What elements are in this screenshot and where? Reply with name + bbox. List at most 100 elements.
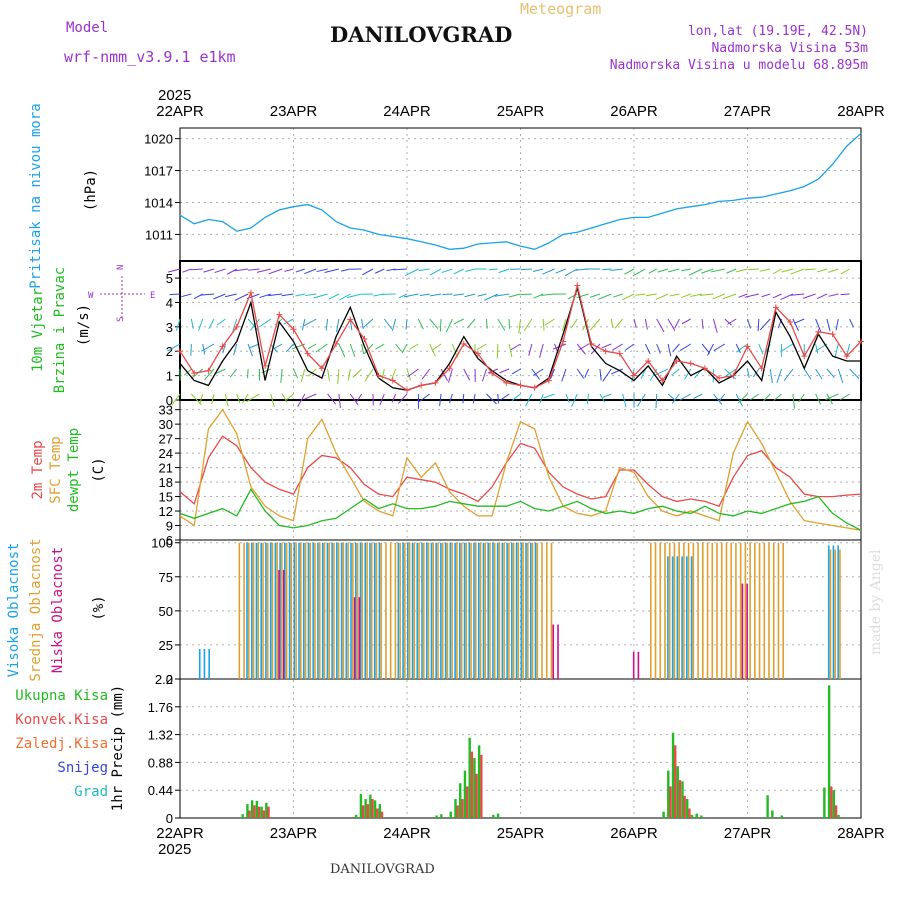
wind-arrow bbox=[713, 343, 726, 352]
total_precip-bar bbox=[435, 815, 438, 818]
wind-arrow bbox=[337, 368, 340, 384]
conv_precip-bar bbox=[267, 806, 270, 818]
wind-arrow bbox=[781, 268, 794, 273]
model-name: wrf-nmm_v3.9.1 e1km bbox=[64, 48, 236, 66]
cloud-bar bbox=[477, 542, 480, 679]
pressure-ylabel: Pritisak na nivou mora bbox=[28, 103, 44, 288]
temperature-tick-label: 30 bbox=[159, 417, 173, 432]
wind-arrow bbox=[781, 343, 794, 352]
wind-arrow bbox=[648, 268, 657, 274]
cloud-bar bbox=[208, 649, 210, 679]
wind-arrow bbox=[234, 293, 249, 301]
wind-arrow bbox=[776, 368, 783, 383]
cloud-bar bbox=[493, 542, 496, 679]
cloud-bar bbox=[659, 542, 662, 679]
cloud-bar bbox=[681, 556, 683, 679]
cloud-bar bbox=[408, 542, 411, 679]
cloud-bar bbox=[496, 542, 499, 679]
wind-arrow bbox=[453, 318, 464, 325]
cloud-bar bbox=[413, 542, 416, 679]
wind-gust-marker bbox=[815, 328, 822, 335]
wind-arrow bbox=[259, 293, 271, 299]
cloud-bar bbox=[525, 542, 527, 679]
wind-arrow bbox=[214, 368, 226, 375]
wind-gust-marker bbox=[744, 343, 751, 350]
time-tick-label-top: 24APR bbox=[383, 103, 431, 120]
wind-gust-marker bbox=[588, 340, 595, 347]
dewpt-line bbox=[179, 488, 862, 531]
wind-ylabel-1: 10m Vjetar bbox=[30, 288, 46, 372]
wind-arrow bbox=[510, 343, 521, 351]
compass-cross bbox=[100, 276, 145, 318]
cloud-bar bbox=[418, 542, 420, 679]
wind-arrow bbox=[792, 393, 796, 409]
wind-gust-marker bbox=[247, 289, 254, 296]
wind-arrow bbox=[576, 343, 586, 355]
wind-arrow bbox=[570, 318, 578, 329]
wind-gust-marker bbox=[503, 379, 510, 386]
conv_precip-bar bbox=[371, 799, 374, 818]
wind-arrow bbox=[398, 393, 408, 404]
cloud-bar bbox=[353, 597, 356, 679]
cloud-bar bbox=[366, 542, 368, 679]
wind-arrow bbox=[361, 343, 365, 354]
cloud-bar bbox=[673, 542, 676, 679]
wind-arrow bbox=[724, 368, 737, 380]
cloud-bar bbox=[427, 542, 430, 679]
wind-arrow bbox=[610, 318, 614, 329]
cloud-bar bbox=[342, 542, 345, 679]
temperature-tick-label: 24 bbox=[159, 446, 173, 461]
total_precip-bar bbox=[780, 815, 784, 818]
cloud-bar bbox=[352, 542, 354, 679]
wind-tick-label: 5 bbox=[166, 271, 173, 286]
compass-south: S bbox=[116, 317, 126, 322]
wind-arrow bbox=[599, 393, 606, 403]
total_precip-bar bbox=[454, 799, 457, 818]
wind-arrow bbox=[472, 393, 476, 404]
wind-arrow bbox=[281, 293, 294, 297]
wind-arrow bbox=[417, 318, 424, 330]
clouds-tick-label: 25 bbox=[159, 638, 173, 653]
wind-arrow bbox=[543, 393, 555, 399]
wind-arrow bbox=[325, 318, 329, 331]
wind-arrow bbox=[248, 268, 260, 271]
cloud-bar bbox=[284, 542, 286, 679]
cloud-bar bbox=[404, 542, 406, 679]
total_precip-bar bbox=[823, 787, 826, 818]
wind-arrow bbox=[769, 368, 773, 384]
cloud-bar bbox=[307, 542, 310, 679]
wind-arrow bbox=[624, 268, 635, 275]
wind-arrow bbox=[790, 293, 805, 296]
total_precip-bar bbox=[459, 783, 462, 818]
total_precip-bar bbox=[369, 794, 372, 818]
cloud-unit: (%) bbox=[91, 595, 107, 620]
compass-north: N bbox=[116, 265, 126, 270]
wind-gust-marker bbox=[333, 340, 340, 347]
wind-arrow bbox=[307, 343, 317, 350]
wind-arrow bbox=[391, 393, 397, 403]
wind-arrow bbox=[747, 268, 759, 271]
wind-arrow bbox=[386, 268, 396, 272]
cloud-bar bbox=[295, 542, 297, 679]
cloud-bar bbox=[302, 542, 305, 679]
wind-arrow bbox=[849, 368, 860, 380]
wind-arrow bbox=[293, 368, 299, 379]
total_precip-bar bbox=[771, 810, 774, 818]
cloud-bar bbox=[364, 542, 367, 679]
cloud-bar bbox=[772, 542, 775, 679]
wind-arrow bbox=[191, 368, 204, 380]
wind-gust-marker bbox=[460, 340, 467, 347]
wind-arrow bbox=[304, 393, 317, 400]
wind-arrow bbox=[602, 393, 612, 398]
wind-arrow bbox=[758, 343, 764, 355]
cloud-bar bbox=[515, 542, 518, 679]
cloud-bar bbox=[692, 542, 695, 679]
cloud-bar bbox=[328, 542, 331, 679]
wind-arrow bbox=[532, 368, 544, 376]
wind-arrow bbox=[439, 318, 442, 332]
cloud-bar bbox=[293, 542, 296, 679]
total_precip-bar bbox=[827, 685, 831, 818]
wind-gust-marker bbox=[233, 323, 240, 330]
wind-arrow bbox=[352, 368, 362, 378]
cloud-bar bbox=[354, 542, 357, 679]
